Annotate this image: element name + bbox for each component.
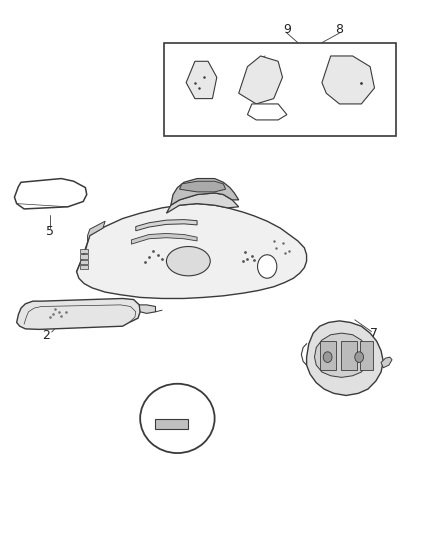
Text: 9: 9: [283, 23, 291, 36]
Polygon shape: [171, 179, 239, 205]
Polygon shape: [314, 333, 368, 377]
Text: 2: 2: [42, 329, 50, 342]
Text: 7: 7: [371, 327, 378, 340]
Bar: [80, 265, 88, 269]
Text: 4: 4: [187, 407, 194, 419]
Polygon shape: [17, 298, 140, 329]
Bar: [164, 43, 396, 136]
Bar: [320, 341, 336, 370]
Text: 5: 5: [46, 225, 54, 238]
Polygon shape: [307, 321, 383, 395]
Ellipse shape: [140, 384, 215, 453]
Polygon shape: [247, 104, 287, 120]
Bar: [80, 260, 88, 264]
Text: 8: 8: [336, 23, 343, 36]
Polygon shape: [166, 193, 239, 213]
Polygon shape: [381, 357, 392, 368]
Polygon shape: [322, 56, 374, 104]
Bar: [360, 341, 373, 370]
Polygon shape: [239, 56, 283, 104]
Ellipse shape: [166, 246, 210, 276]
Circle shape: [258, 255, 277, 278]
Bar: [80, 254, 88, 259]
Polygon shape: [14, 179, 87, 209]
Polygon shape: [131, 233, 197, 244]
Bar: [341, 341, 357, 370]
Polygon shape: [77, 204, 307, 298]
Text: 1: 1: [119, 236, 127, 249]
Circle shape: [355, 352, 364, 362]
Text: 3: 3: [178, 439, 186, 451]
Polygon shape: [180, 181, 226, 192]
Bar: [155, 419, 188, 429]
Polygon shape: [88, 221, 105, 243]
Bar: [80, 249, 88, 253]
Polygon shape: [186, 61, 217, 99]
Polygon shape: [139, 305, 155, 313]
Polygon shape: [136, 220, 197, 231]
Circle shape: [323, 352, 332, 362]
